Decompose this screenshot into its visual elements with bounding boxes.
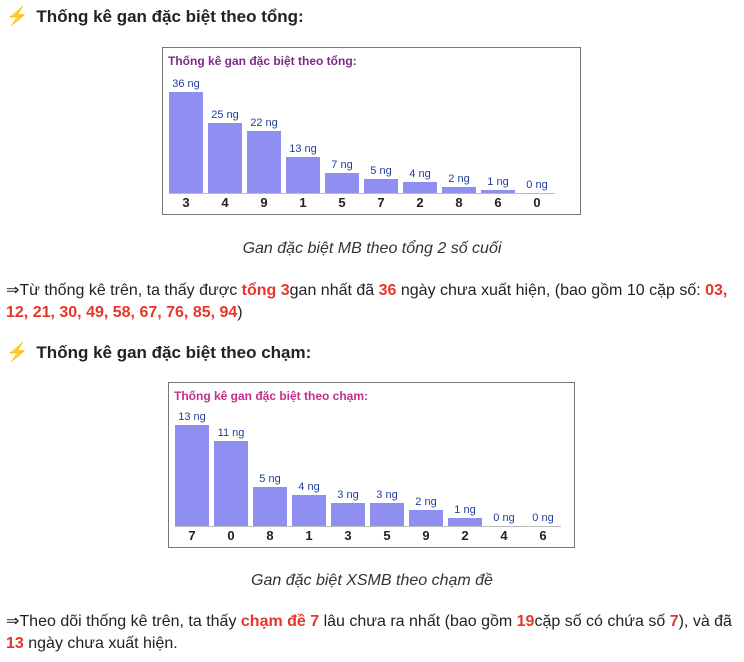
chart-value-label: 5 ng: [259, 473, 281, 485]
chart-value-label: 5 ng: [370, 165, 392, 177]
chart-bar-1: [292, 495, 326, 526]
chart-category-label: 1: [299, 195, 307, 210]
chart-value-label: 4 ng: [409, 168, 431, 180]
chart-category-label: 9: [422, 528, 430, 543]
chart-category-label: 4: [500, 528, 508, 543]
highlight-tong: tổng 3: [241, 282, 290, 299]
chart-title: Thống kê gan đặc biệt theo chạm:: [174, 389, 369, 403]
chart-bar-5: [325, 173, 359, 193]
chart-value-label: 36 ng: [172, 78, 200, 90]
chart-title: Thống kê gan đặc biệt theo tổng:: [168, 54, 357, 68]
chart-category-label: 8: [266, 528, 274, 543]
chart-bar-8: [253, 487, 287, 526]
highlight-count: 19: [516, 613, 535, 630]
highlight-days: 36: [378, 282, 397, 299]
chart-value-label: 0 ng: [526, 179, 548, 191]
chart-caption: Gan đặc biệt MB theo tổng 2 số cuối: [242, 240, 502, 257]
chart-category-label: 2: [416, 195, 424, 210]
chart-bar-7: [175, 425, 209, 526]
chart-bar-1: [286, 157, 320, 193]
chart-category-label: 6: [494, 195, 502, 210]
chart-value-label: 22 ng: [250, 117, 278, 129]
chart-bar-4: [208, 123, 242, 193]
chart-category-label: 8: [455, 195, 463, 210]
lightning-icon: ⚡: [6, 342, 29, 362]
chart-value-label: 13 ng: [289, 143, 317, 155]
summary-paragraph: ⇒Từ thống kê trên, ta thấy được tổng 3ga…: [6, 282, 728, 321]
chart-bar-0: [214, 441, 248, 526]
heading-text: Thống kê gan đặc biệt theo tổng:: [36, 6, 304, 26]
highlight-digit: 7: [669, 613, 679, 630]
section-heading-cham: ⚡ Thống kê gan đặc biệt theo chạm:: [6, 342, 311, 363]
chart-value-label: 3 ng: [376, 489, 398, 501]
chart-category-label: 1: [305, 528, 313, 543]
chart-bar-3: [169, 92, 203, 193]
chart-value-label: 13 ng: [178, 411, 206, 423]
chart-bar-3: [331, 503, 365, 526]
chart-category-label: 2: [461, 528, 469, 543]
highlight-cham: chạm đề 7: [240, 613, 320, 630]
chart-category-label: 7: [377, 195, 385, 210]
chart-value-label: 11 ng: [217, 427, 245, 439]
chart-category-label: 3: [182, 195, 190, 210]
heading-text: Thống kê gan đặc biệt theo chạm:: [36, 342, 312, 362]
chart-bar-9: [247, 131, 281, 193]
highlight-days: 13: [6, 635, 24, 652]
summary-paragraph: ⇒Theo dõi thống kê trên, ta thấy chạm đề…: [6, 613, 732, 652]
chart-value-label: 25 ng: [211, 109, 239, 121]
chart-category-label: 7: [188, 528, 196, 543]
chart-category-label: 0: [227, 528, 235, 543]
chart-value-label: 7 ng: [331, 159, 353, 171]
chart-bar-7: [364, 179, 398, 193]
chart-gan-theo-cham: Thống kê gan đặc biệt theo chạm: 13 ng 7 1…: [168, 382, 575, 548]
chart-category-label: 6: [539, 528, 547, 543]
chart-category-label: 4: [221, 195, 229, 210]
chart-category-label: 9: [260, 195, 268, 210]
chart-bar-2: [403, 182, 437, 193]
chart-bar-8: [442, 187, 476, 193]
chart-value-label: 4 ng: [298, 481, 320, 493]
chart-baseline: [169, 193, 555, 194]
chart-bar-5: [370, 503, 404, 526]
chart-bar-6: [481, 190, 515, 193]
highlight-pairs: 03, 12, 21, 30, 49, 58, 67, 76, 85, 94: [6, 282, 728, 321]
chart-bar-2: [448, 518, 482, 526]
lightning-icon: ⚡: [6, 6, 29, 26]
chart-baseline: [175, 526, 561, 527]
chart-caption: Gan đặc biệt XSMB theo chạm đề: [251, 572, 493, 589]
chart-value-label: 0 ng: [532, 512, 554, 524]
chart-value-label: 0 ng: [493, 512, 515, 524]
chart-category-label: 5: [338, 195, 346, 210]
chart-category-label: 5: [383, 528, 391, 543]
chart-category-label: 3: [344, 528, 352, 543]
chart-value-label: 3 ng: [337, 489, 359, 501]
section-heading-tong: ⚡ Thống kê gan đặc biệt theo tổng:: [6, 6, 304, 27]
chart-category-label: 0: [533, 195, 541, 210]
chart-value-label: 2 ng: [448, 173, 470, 185]
chart-bar-9: [409, 510, 443, 526]
chart-value-label: 1 ng: [487, 176, 509, 188]
chart-value-label: 1 ng: [454, 504, 476, 516]
chart-value-label: 2 ng: [415, 496, 437, 508]
chart-gan-theo-tong: Thống kê gan đặc biệt theo tổng: 36 ng 3 2…: [162, 47, 581, 215]
